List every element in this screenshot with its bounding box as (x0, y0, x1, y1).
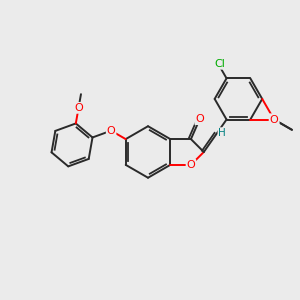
Text: O: O (195, 114, 204, 124)
Text: O: O (107, 126, 116, 136)
Text: O: O (270, 115, 278, 124)
Text: O: O (187, 160, 195, 170)
Text: O: O (270, 115, 278, 124)
Text: H: H (218, 128, 226, 138)
Text: Cl: Cl (215, 59, 226, 69)
Text: O: O (74, 103, 83, 113)
